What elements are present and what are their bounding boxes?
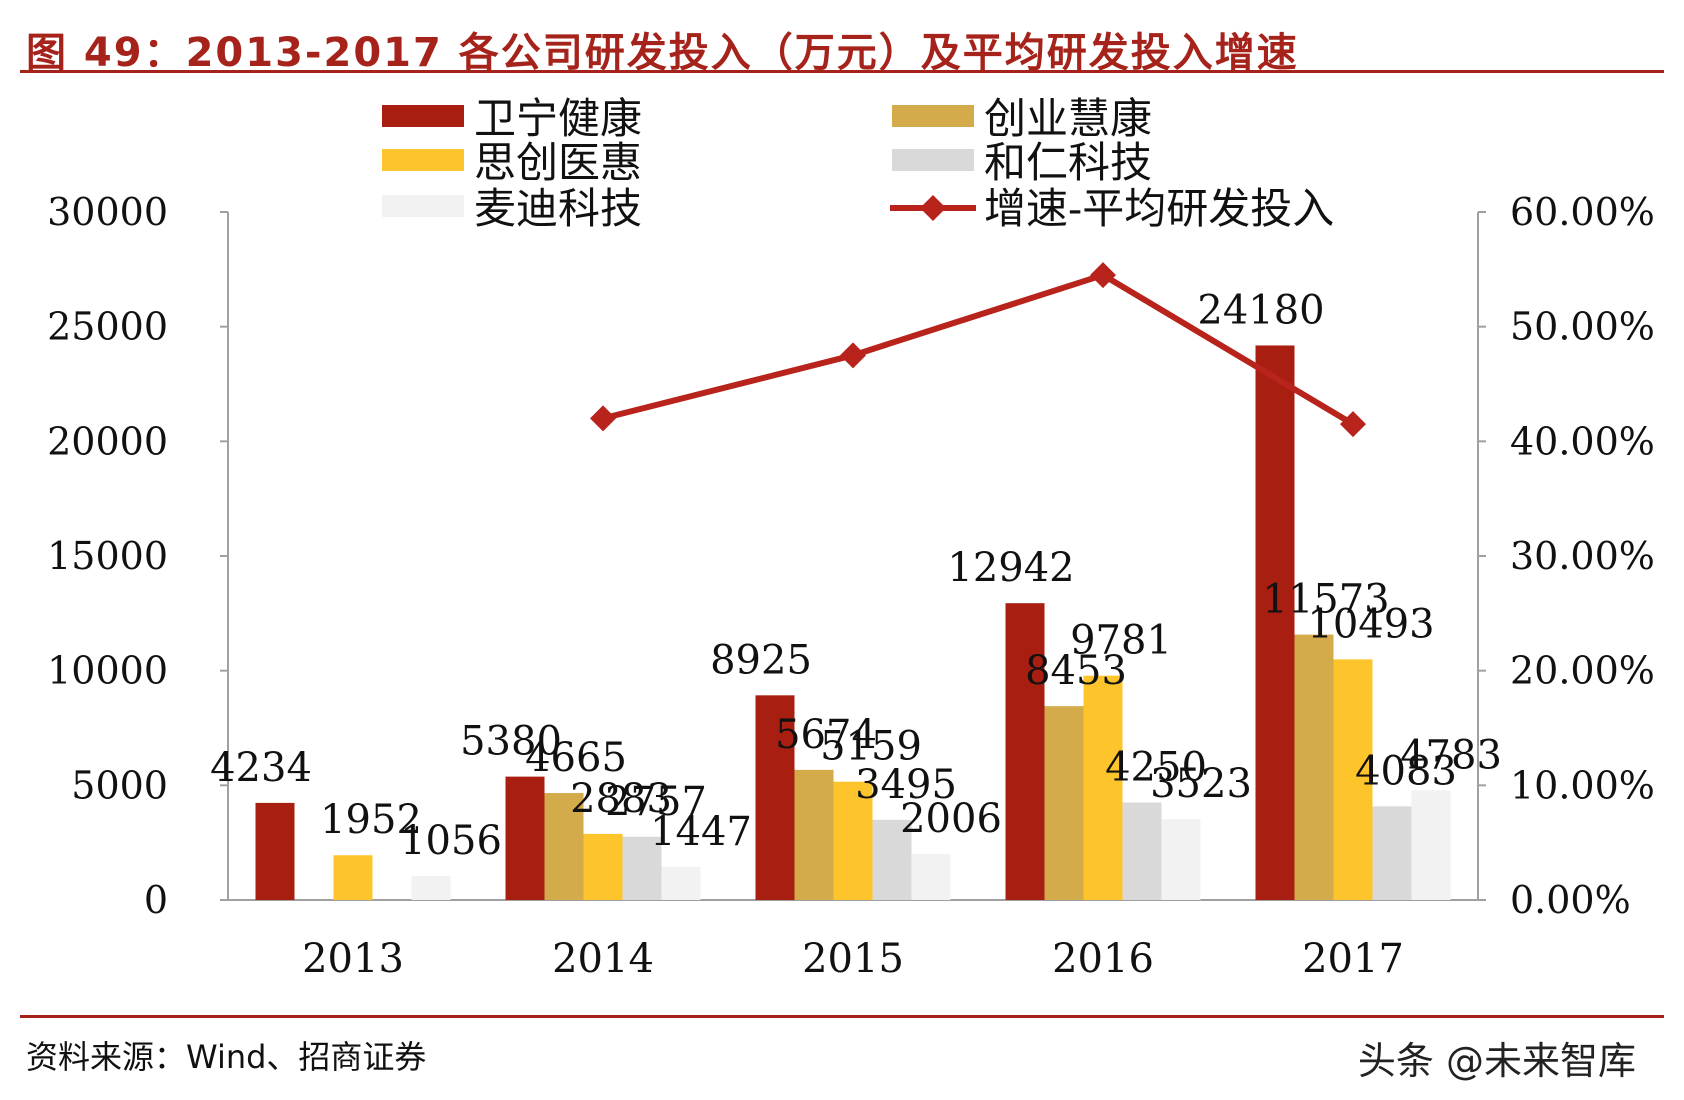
data-label: 2883 <box>570 776 672 822</box>
bar <box>1294 634 1334 900</box>
data-label: 4083 <box>1355 748 1457 794</box>
legend-label: 增速-平均研发投入 <box>984 184 1334 233</box>
x-tick-label: 2017 <box>1302 936 1404 982</box>
x-tick-label: 2015 <box>802 936 904 982</box>
y-right-tick-label: 40.00% <box>1510 419 1655 463</box>
y-left-tick-label: 15000 <box>47 534 168 578</box>
y-left-tick-label: 10000 <box>47 649 168 693</box>
data-label: 12942 <box>947 545 1074 591</box>
x-tick-label: 2013 <box>302 936 404 982</box>
source-bar: 资料来源：Wind、招商证券 头条 @未来智库 <box>20 1015 1664 1088</box>
bar <box>333 855 373 900</box>
bar <box>1255 345 1295 900</box>
data-labels: 4234538089251294224180466556748453115731… <box>210 287 1502 863</box>
bar <box>583 833 623 900</box>
data-label: 10493 <box>1307 601 1434 647</box>
legend-swatch <box>382 105 464 127</box>
growth-line <box>590 262 1366 438</box>
data-label: 3523 <box>1150 761 1252 807</box>
bar <box>1044 706 1084 900</box>
data-label: 11573 <box>1262 577 1389 623</box>
data-label: 5674 <box>775 712 877 758</box>
growth-line-marker <box>840 342 866 369</box>
data-label: 5159 <box>820 724 922 770</box>
growth-line-marker <box>1090 262 1116 289</box>
data-label: 2006 <box>900 796 1002 842</box>
data-label: 24180 <box>1197 287 1324 333</box>
y-left-tick-label: 20000 <box>47 419 168 463</box>
bar <box>1372 806 1412 900</box>
y-left-tick-label: 30000 <box>47 190 168 234</box>
y-right-tick-label: 20.00% <box>1510 649 1655 693</box>
y-right-tick-label: 30.00% <box>1510 534 1655 578</box>
legend-line-marker <box>920 195 946 221</box>
figure-title-bar: 图 49：2013-2017 各公司研发投入（万元）及平均研发投入增速 <box>20 14 1664 76</box>
bar <box>1161 819 1201 900</box>
data-label: 1447 <box>650 809 752 855</box>
growth-line-path <box>602 272 1355 427</box>
bar <box>1411 790 1451 900</box>
y-left-tick-label: 0 <box>144 878 168 922</box>
bar <box>1083 675 1123 900</box>
data-label: 3495 <box>855 762 957 808</box>
bar <box>1333 659 1373 900</box>
bar <box>1005 603 1045 900</box>
data-label: 5380 <box>460 719 562 765</box>
data-label: 2757 <box>605 779 707 825</box>
legend-label: 创业慧康 <box>984 94 1152 143</box>
data-label: 8453 <box>1025 648 1127 694</box>
data-label: 9781 <box>1070 618 1172 664</box>
bar <box>755 695 795 900</box>
bar <box>794 769 834 900</box>
axes: 0 5000 10000 15000 20000 25000 30000 0.00% 10.00… <box>47 190 1655 982</box>
y-left-tick-label: 25000 <box>47 305 168 349</box>
x-tick-label: 2016 <box>1052 936 1154 982</box>
bar <box>255 802 295 900</box>
data-label: 4783 <box>1400 732 1502 778</box>
data-label: 1056 <box>400 818 502 864</box>
legend-label: 思创医惠 <box>474 138 642 187</box>
bar <box>411 875 451 900</box>
x-tick-label: 2014 <box>552 936 654 982</box>
legend-swatch <box>892 105 974 127</box>
data-label: 8925 <box>710 637 812 683</box>
bar <box>872 819 912 900</box>
growth-line-marker <box>590 405 616 432</box>
legend-label: 麦迪科技 <box>474 184 642 233</box>
y-left-tick-label: 5000 <box>71 763 168 807</box>
bar <box>661 866 701 900</box>
data-label: 4234 <box>210 745 312 791</box>
legend-swatch <box>382 195 464 217</box>
y-right-tick-label: 10.00% <box>1510 763 1655 807</box>
legend-swatch <box>892 149 974 171</box>
y-right-tick-label: 0.00% <box>1510 878 1631 922</box>
data-label: 4665 <box>525 735 627 781</box>
bar <box>544 793 584 900</box>
source-note: 资料来源：Wind、招商证券 <box>26 1038 427 1076</box>
bar <box>911 853 951 900</box>
bar <box>1122 802 1162 900</box>
legend-swatch <box>382 149 464 171</box>
legend-label: 卫宁健康 <box>474 94 642 143</box>
figure-title: 图 49：2013-2017 各公司研发投入（万元）及平均研发投入增速 <box>26 30 1299 76</box>
bar <box>622 836 662 900</box>
data-label: 4250 <box>1105 745 1207 791</box>
data-label: 1952 <box>320 797 422 843</box>
legend-label: 和仁科技 <box>984 138 1152 187</box>
growth-line-marker <box>1340 411 1366 438</box>
y-right-tick-label: 60.00% <box>1510 190 1655 234</box>
y-right-tick-label: 50.00% <box>1510 305 1655 349</box>
watermark: 头条 @未来智库 <box>1357 1039 1636 1083</box>
bar-group <box>255 345 1451 900</box>
bar <box>505 776 545 900</box>
bar <box>833 781 873 900</box>
